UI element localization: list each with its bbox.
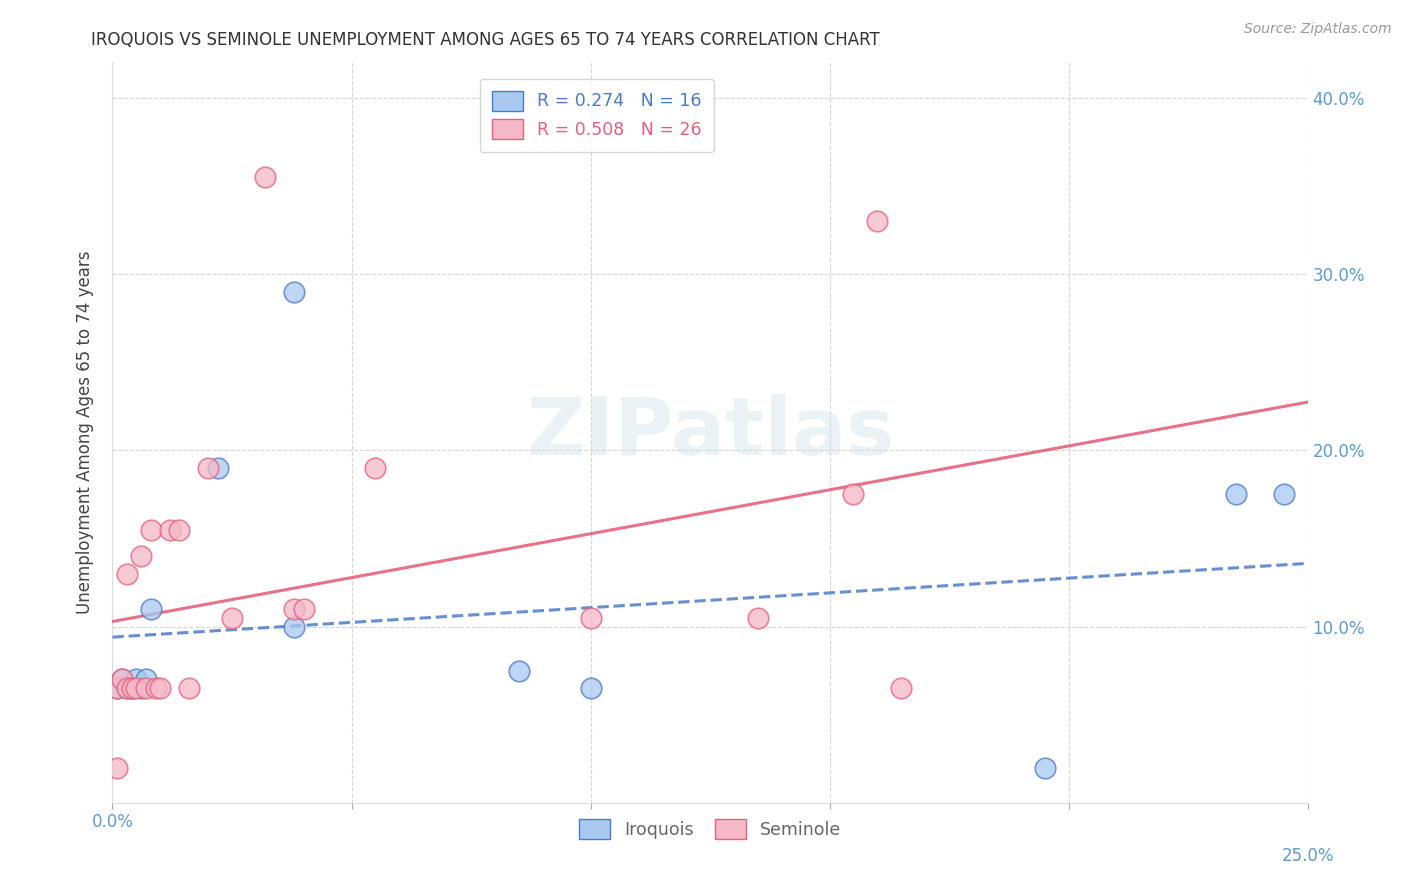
Point (105, 681, 128, 696)
Text: ZIPatlas: ZIPatlas (526, 393, 894, 472)
Point (125, 681, 148, 696)
Point (115, 681, 138, 696)
Point (121, 681, 143, 696)
Point (1033, 760, 1056, 774)
Point (169, 523, 191, 537)
Point (866, 214, 889, 228)
Point (125, 673, 148, 687)
Point (292, 602, 315, 616)
Point (159, 523, 181, 537)
Point (121, 681, 143, 696)
Point (283, 602, 305, 616)
Point (579, 681, 602, 696)
Point (890, 681, 912, 696)
Point (105, 681, 128, 696)
Point (135, 673, 157, 687)
Point (129, 549, 152, 563)
Point (129, 681, 152, 696)
Point (747, 610, 769, 624)
Point (1225, 487, 1247, 501)
Point (508, 664, 530, 678)
Point (115, 681, 138, 696)
Point (177, 681, 200, 696)
Point (197, 461, 219, 475)
Point (364, 461, 387, 475)
Point (105, 760, 128, 774)
Text: IROQUOIS VS SEMINOLE UNEMPLOYMENT AMONG AGES 65 TO 74 YEARS CORRELATION CHART: IROQUOIS VS SEMINOLE UNEMPLOYMENT AMONG … (91, 31, 880, 49)
Point (283, 619, 305, 633)
Y-axis label: Unemployment Among Ages 65 to 74 years: Unemployment Among Ages 65 to 74 years (76, 251, 94, 615)
Point (283, 285, 305, 299)
Point (207, 461, 229, 475)
Point (579, 610, 602, 624)
Point (135, 681, 157, 696)
Point (115, 566, 138, 581)
Point (149, 681, 172, 696)
Point (145, 681, 167, 696)
Point (254, 169, 277, 184)
Text: Source: ZipAtlas.com: Source: ZipAtlas.com (1244, 22, 1392, 37)
Point (139, 602, 162, 616)
Point (111, 673, 134, 687)
Point (111, 673, 134, 687)
Point (221, 610, 243, 624)
Legend: Iroquois, Seminole: Iroquois, Seminole (572, 812, 848, 846)
Point (139, 523, 162, 537)
Text: 25.0%: 25.0% (1281, 847, 1334, 865)
Point (1272, 487, 1295, 501)
Point (842, 487, 865, 501)
